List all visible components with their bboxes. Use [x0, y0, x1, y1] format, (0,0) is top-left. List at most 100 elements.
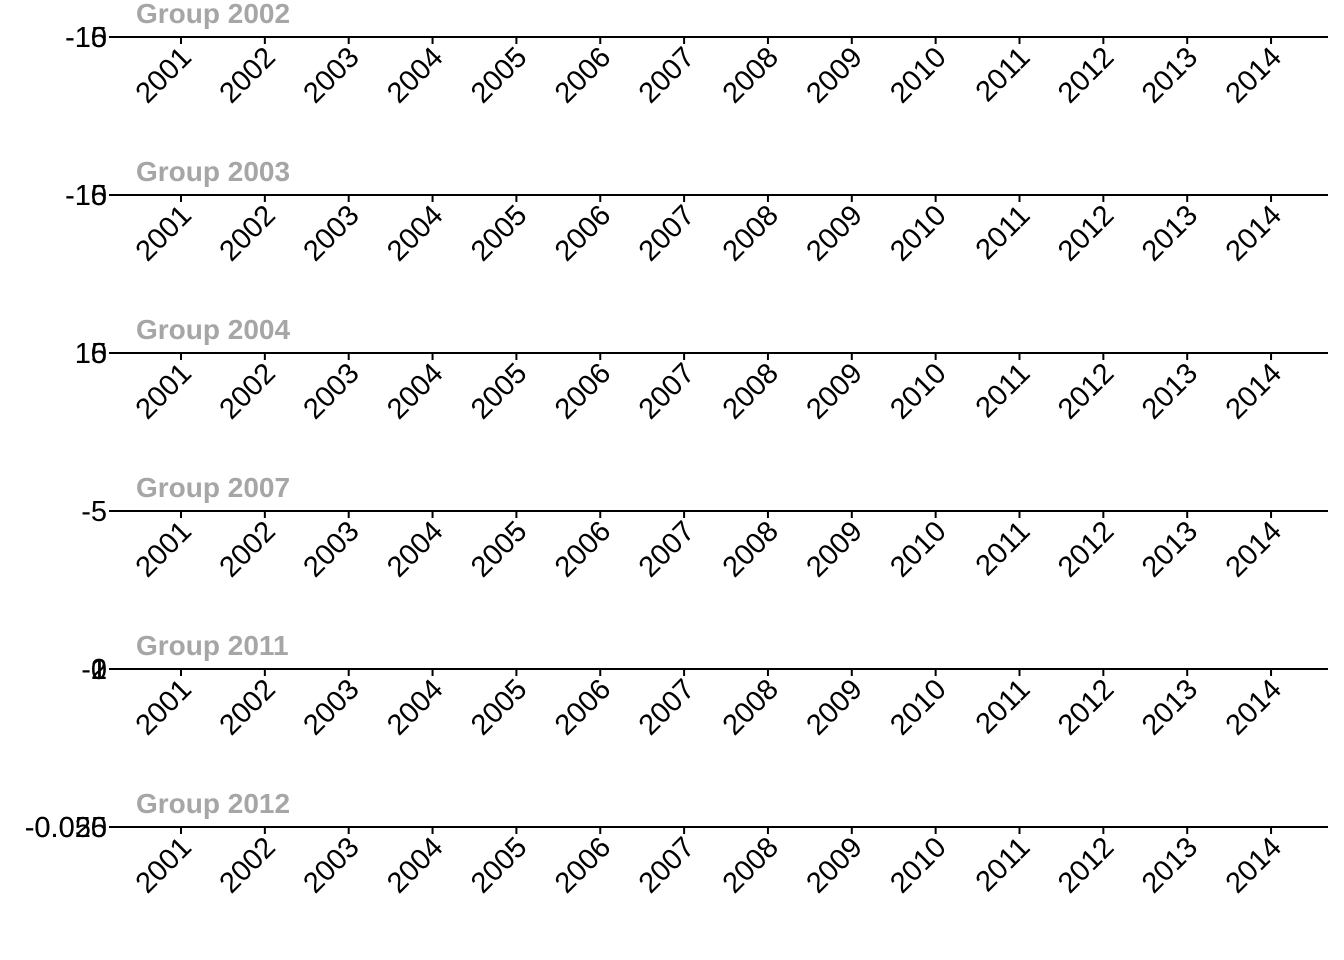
y-tick-label: -5 — [81, 496, 107, 528]
x-tick-label: 2008 — [717, 199, 785, 267]
x-tick-label: 2009 — [801, 515, 869, 583]
x-tick-label: 2007 — [633, 673, 701, 741]
panel: Group 2002 -15-10 2001 2002 2003 2004 2005 2006… — [65, 0, 1328, 110]
x-tick-label: 2006 — [549, 515, 617, 583]
x-tick-label: 2004 — [381, 41, 449, 109]
x-tick-label: 2002 — [214, 673, 282, 741]
x-tick-label: 2013 — [1136, 357, 1204, 425]
x-tick-label: 2002 — [214, 515, 282, 583]
x-tick-label: 2010 — [884, 41, 952, 109]
x-tick-label: 2010 — [884, 199, 952, 267]
x-tick-label: 2001 — [130, 515, 198, 583]
x-tick-label: 2008 — [717, 831, 785, 899]
x-tick-label: 2003 — [297, 515, 365, 583]
x-tick-label: 2012 — [1052, 515, 1120, 583]
panel-title: Group 2003 — [136, 156, 290, 187]
x-tick-label: 2005 — [465, 199, 533, 267]
x-tick-label: 2007 — [633, 357, 701, 425]
x-tick-label: 2001 — [130, 673, 198, 741]
panel-title: Group 2002 — [136, 0, 290, 29]
x-tick-label: 2009 — [801, 41, 869, 109]
y-tick-label: 0 — [91, 654, 107, 686]
x-tick-label: 2001 — [130, 41, 198, 109]
y-tick-label: 1 — [91, 654, 107, 686]
x-tick-label: 2013 — [1136, 515, 1204, 583]
x-tick-label: 2005 — [465, 673, 533, 741]
x-tick-label: 2014 — [1220, 199, 1288, 267]
x-tick-label: 2012 — [1052, 831, 1120, 899]
x-tick-label: 2011 — [970, 515, 1037, 582]
x-tick-label: 2010 — [884, 515, 952, 583]
x-tick-label: 2004 — [381, 673, 449, 741]
x-tick-label: 2002 — [214, 831, 282, 899]
x-tick-label: 2009 — [801, 831, 869, 899]
x-tick-label: 2001 — [130, 357, 198, 425]
panel-title: Group 2011 — [136, 630, 289, 661]
x-tick-label: 2008 — [717, 357, 785, 425]
x-tick-label: 2005 — [465, 357, 533, 425]
y-tick-label: -15 — [65, 22, 107, 54]
x-tick-label: 2013 — [1136, 831, 1204, 899]
x-tick-label: 2003 — [297, 357, 365, 425]
x-tick-label: 2005 — [465, 41, 533, 109]
x-tick-label: 2011 — [970, 357, 1037, 424]
panel: Group 2003 -15-10 2001 2002 2003 2004 2005 2006… — [65, 156, 1328, 268]
x-tick-label: 2014 — [1220, 357, 1288, 425]
panel: Group 2007 -5 2001 2002 2003 2004 2005 2006 2007… — [81, 472, 1328, 584]
x-tick-label: 2002 — [214, 199, 282, 267]
x-tick-label: 2014 — [1220, 673, 1288, 741]
panel-title: Group 2004 — [136, 314, 290, 345]
x-tick-label: 2010 — [884, 673, 952, 741]
y-tick-label: -10 — [65, 22, 107, 54]
y-tick-label: 10 — [75, 338, 107, 370]
x-tick-label: 2006 — [549, 673, 617, 741]
x-tick-label: 2006 — [549, 41, 617, 109]
y-tick-label: 15 — [75, 338, 107, 370]
x-tick-label: 2003 — [297, 831, 365, 899]
x-tick-label: 2003 — [297, 673, 365, 741]
panel-title: Group 2007 — [136, 472, 290, 503]
x-tick-label: 2009 — [801, 357, 869, 425]
x-tick-label: 2007 — [633, 515, 701, 583]
x-tick-label: 2007 — [633, 199, 701, 267]
x-tick-label: 2013 — [1136, 673, 1204, 741]
x-tick-label: 2012 — [1052, 199, 1120, 267]
x-tick-label: 2011 — [970, 673, 1037, 740]
x-tick-label: 2011 — [970, 831, 1037, 898]
y-tick-label: -0.050 — [25, 812, 107, 844]
x-tick-label: 2009 — [801, 673, 869, 741]
x-tick-label: 2009 — [801, 199, 869, 267]
x-tick-label: 2001 — [130, 831, 198, 899]
x-tick-label: 2001 — [130, 199, 198, 267]
x-tick-label: 2012 — [1052, 357, 1120, 425]
x-tick-label: 2005 — [465, 831, 533, 899]
x-tick-label: 2011 — [970, 41, 1037, 108]
x-tick-label: 2002 — [214, 41, 282, 109]
x-tick-label: 2011 — [970, 199, 1037, 266]
x-tick-label: 2014 — [1220, 831, 1288, 899]
x-tick-label: 2002 — [214, 357, 282, 425]
x-tick-label: 2010 — [884, 357, 952, 425]
x-tick-label: 2006 — [549, 831, 617, 899]
x-tick-label: 2003 — [297, 199, 365, 267]
y-tick-label: -15 — [65, 180, 107, 212]
x-tick-label: 2004 — [381, 831, 449, 899]
x-tick-label: 2008 — [717, 673, 785, 741]
x-tick-label: 2005 — [465, 515, 533, 583]
x-tick-label: 2010 — [884, 831, 952, 899]
x-tick-label: 2004 — [381, 199, 449, 267]
x-tick-label: 2004 — [381, 357, 449, 425]
x-tick-label: 2013 — [1136, 41, 1204, 109]
x-tick-label: 2013 — [1136, 199, 1204, 267]
panel-title: Group 2012 — [136, 788, 290, 819]
x-tick-label: 2012 — [1052, 673, 1120, 741]
x-tick-label: 2008 — [717, 41, 785, 109]
x-tick-label: 2004 — [381, 515, 449, 583]
y-tick-label: 2 — [91, 654, 107, 686]
x-tick-label: 2007 — [633, 41, 701, 109]
y-tick-label: -1 — [81, 654, 107, 686]
x-tick-label: 2007 — [633, 831, 701, 899]
